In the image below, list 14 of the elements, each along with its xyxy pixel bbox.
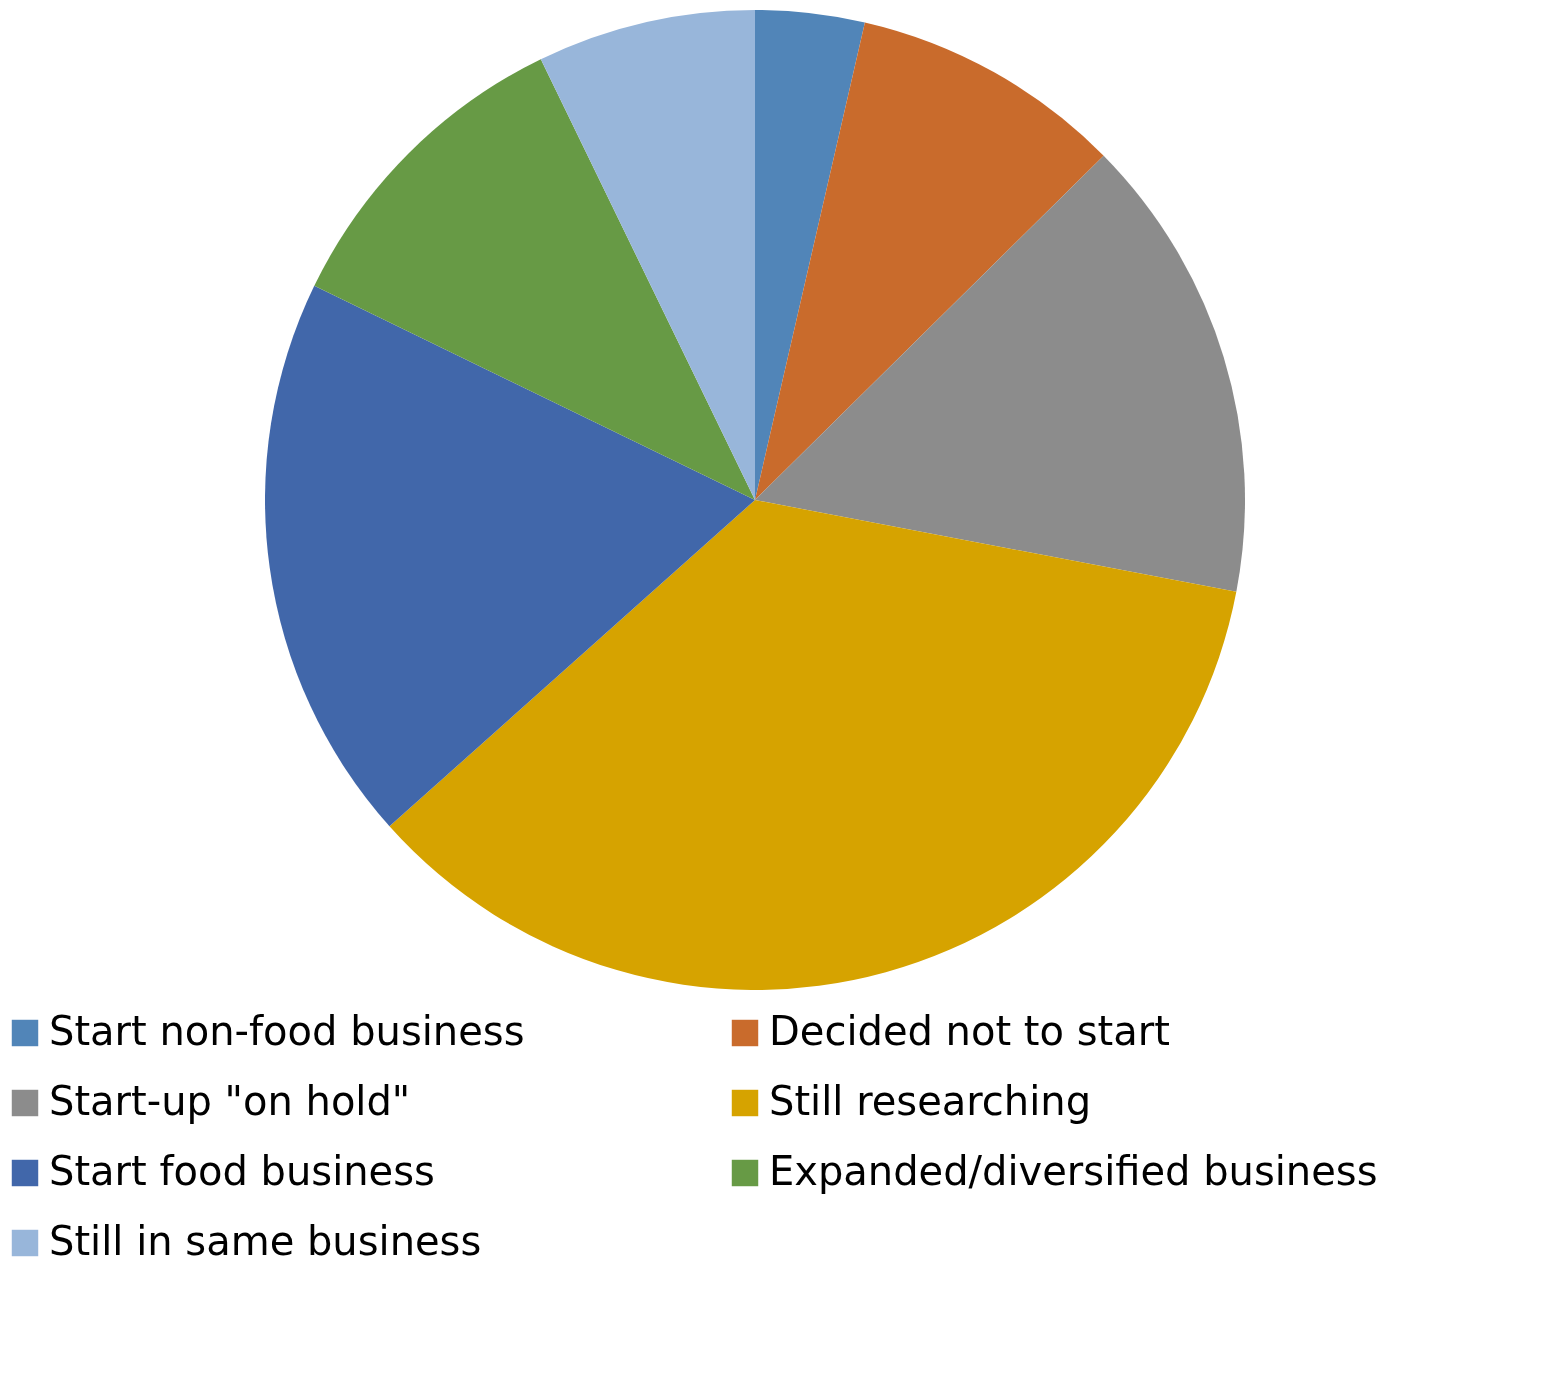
pie-slice [755, 22, 1104, 500]
legend-label: Start-up "on hold" [49, 1078, 411, 1124]
pie-slice [755, 155, 1245, 592]
legend-label: Still researching [769, 1078, 1092, 1124]
pie-slice [314, 59, 755, 500]
pie-slice [540, 10, 755, 500]
legend-label: Start food business [49, 1148, 435, 1194]
pie-slice [755, 10, 865, 500]
legend-label: Expanded/diversified business [769, 1148, 1378, 1194]
legend-label: Still in same business [49, 1218, 482, 1264]
legend-label: Decided not to start [769, 1008, 1170, 1054]
pie-slice [389, 500, 1237, 990]
pie-slice [265, 285, 755, 827]
legend-label: Start non-food business [49, 1008, 525, 1054]
